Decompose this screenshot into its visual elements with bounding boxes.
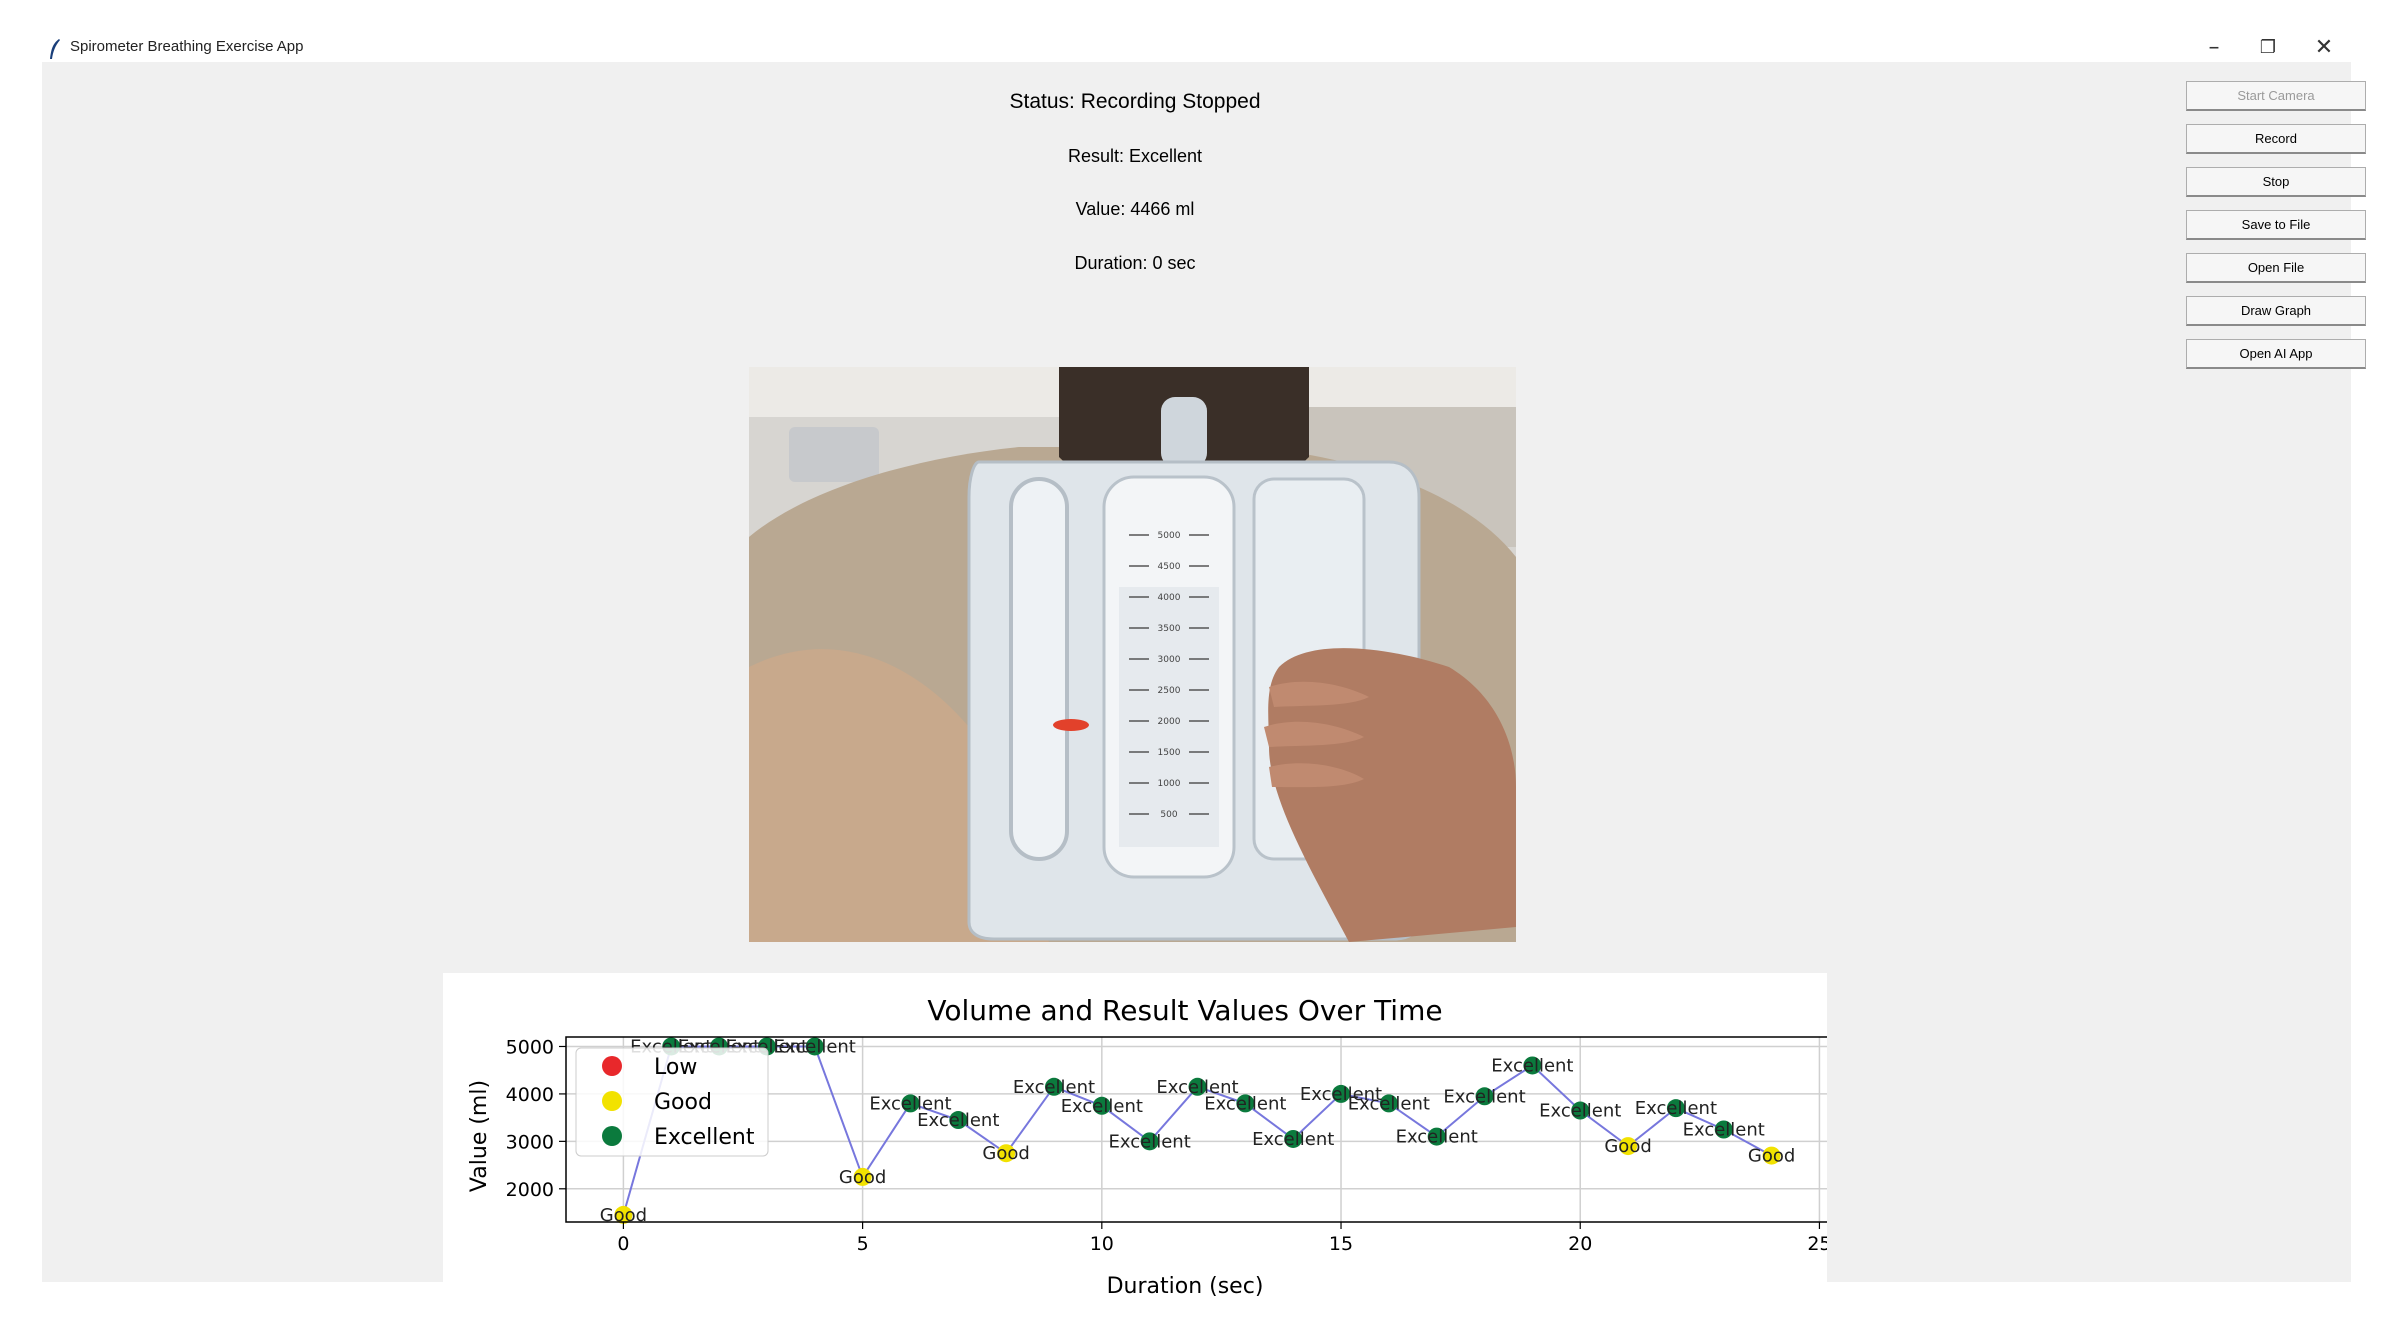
data-point <box>1332 1084 1351 1103</box>
open-file-button[interactable]: Open File <box>2186 253 2366 283</box>
data-point <box>1379 1094 1398 1113</box>
data-label: Excellent <box>1539 1101 1621 1122</box>
main-window: Status: Recording Stopped Result: Excell… <box>42 62 2366 1323</box>
data-point <box>614 1205 633 1224</box>
data-point <box>853 1167 872 1186</box>
data-point <box>1140 1132 1159 1151</box>
x-axis-label: Duration (sec) <box>1107 1274 1264 1299</box>
data-point <box>805 1037 824 1056</box>
legend-swatch-excellent <box>602 1126 622 1146</box>
data-label: Excellent <box>869 1093 951 1114</box>
data-label: Excellent <box>1683 1120 1765 1141</box>
data-label: Excellent <box>1061 1096 1143 1117</box>
data-point <box>1571 1101 1590 1120</box>
data-label: Good <box>982 1143 1029 1164</box>
scale-label: 5000 <box>1158 531 1181 541</box>
feather-icon <box>50 39 60 59</box>
scale-label: 4000 <box>1158 593 1181 603</box>
data-label: Excellent <box>1109 1131 1191 1152</box>
scale-label: 1500 <box>1158 748 1181 758</box>
restore-button[interactable]: ❐ <box>2259 37 2277 58</box>
data-label: Excellent <box>1443 1086 1525 1107</box>
close-button[interactable]: ✕ <box>2314 35 2334 60</box>
x-tick-label: 25 <box>1807 1233 1827 1255</box>
data-label: Excellent <box>1348 1093 1430 1114</box>
y-tick-label: 4000 <box>506 1084 554 1106</box>
scale-label: 3500 <box>1158 624 1181 634</box>
x-tick-label: 5 <box>857 1233 869 1255</box>
legend-swatch-low <box>602 1056 622 1076</box>
draw-graph-button[interactable]: Draw Graph <box>2186 296 2366 326</box>
minimize-button[interactable]: – <box>2208 35 2220 60</box>
data-point <box>1092 1096 1111 1115</box>
data-label: Excellent <box>1252 1129 1334 1150</box>
scale-label: 2000 <box>1158 717 1181 727</box>
scale-label: 4500 <box>1158 562 1181 572</box>
duration-label: Duration: 0 sec <box>1074 253 1196 273</box>
data-label: Excellent <box>1156 1077 1238 1098</box>
camera-feed: 5000 4500 4000 3500 3000 2500 2000 <box>749 367 1516 942</box>
legend-label-low: Low <box>654 1055 697 1080</box>
window-title: Spirometer Breathing Exercise App <box>70 38 304 55</box>
save-to-file-button[interactable]: Save to File <box>2186 210 2366 240</box>
scale-label: 3000 <box>1158 655 1181 665</box>
y-tick-label: 3000 <box>506 1131 554 1153</box>
scale-label: 500 <box>1160 810 1177 820</box>
data-point <box>1523 1056 1542 1075</box>
legend-swatch-good <box>602 1091 622 1111</box>
record-button[interactable]: Record <box>2186 124 2366 154</box>
data-label: Excellent <box>1300 1084 1382 1105</box>
data-label: Excellent <box>1491 1055 1573 1076</box>
start-camera-button[interactable]: Start Camera <box>2186 81 2366 111</box>
value-label: Value: 4466 ml <box>1075 199 1195 219</box>
data-label: Excellent <box>1204 1093 1286 1114</box>
data-point <box>1044 1077 1063 1096</box>
x-tick-label: 10 <box>1090 1233 1114 1255</box>
data-point <box>1236 1094 1255 1113</box>
data-point <box>949 1111 968 1130</box>
stop-button[interactable]: Stop <box>2186 167 2366 197</box>
status-label: Status: Recording Stopped <box>1009 90 1261 113</box>
legend: Low Good Excellent <box>575 1047 769 1157</box>
data-point <box>1427 1127 1446 1146</box>
data-label: Good <box>600 1205 647 1226</box>
data-point <box>1714 1120 1733 1139</box>
data-point <box>1762 1146 1781 1165</box>
data-label: Excellent <box>917 1110 999 1131</box>
data-point <box>1188 1077 1207 1096</box>
x-tick-label: 20 <box>1568 1233 1592 1255</box>
title-bar: Spirometer Breathing Exercise App – ❐ ✕ <box>0 0 2384 62</box>
scale-label: 2500 <box>1158 686 1181 696</box>
data-point <box>1284 1129 1303 1148</box>
data-label: Good <box>1604 1136 1651 1157</box>
data-point <box>997 1144 1016 1163</box>
y-tick-label: 5000 <box>506 1036 554 1058</box>
y-axis-label: Value (ml) <box>467 1080 492 1192</box>
data-label: Good <box>839 1167 886 1188</box>
data-label: Good <box>1748 1146 1795 1167</box>
data-point <box>1619 1137 1638 1156</box>
data-label: Excellent <box>1396 1127 1478 1148</box>
data-point <box>1666 1099 1685 1118</box>
open-ai-app-button[interactable]: Open AI App <box>2186 339 2366 369</box>
series-line <box>622 1045 1773 1216</box>
legend-label-excellent: Excellent <box>654 1125 755 1150</box>
volume-chart: Volume and Result Values Over Time Durat… <box>467 994 1832 1299</box>
data-label: Excellent <box>1635 1098 1717 1119</box>
chart-title: Volume and Result Values Over Time <box>927 994 1442 1027</box>
data-point <box>1475 1087 1494 1106</box>
chart-panel: Volume and Result Values Over Time Durat… <box>443 973 1832 1323</box>
data-label: Excellent <box>774 1036 856 1057</box>
y-tick-label: 2000 <box>506 1179 554 1201</box>
data-point <box>901 1094 920 1113</box>
data-label: Excellent <box>1013 1077 1095 1098</box>
scale-label: 1000 <box>1158 779 1181 789</box>
result-label: Result: Excellent <box>1067 146 1203 166</box>
x-tick-label: 15 <box>1329 1233 1353 1255</box>
x-tick-label: 0 <box>617 1233 629 1255</box>
legend-label-good: Good <box>654 1090 712 1115</box>
